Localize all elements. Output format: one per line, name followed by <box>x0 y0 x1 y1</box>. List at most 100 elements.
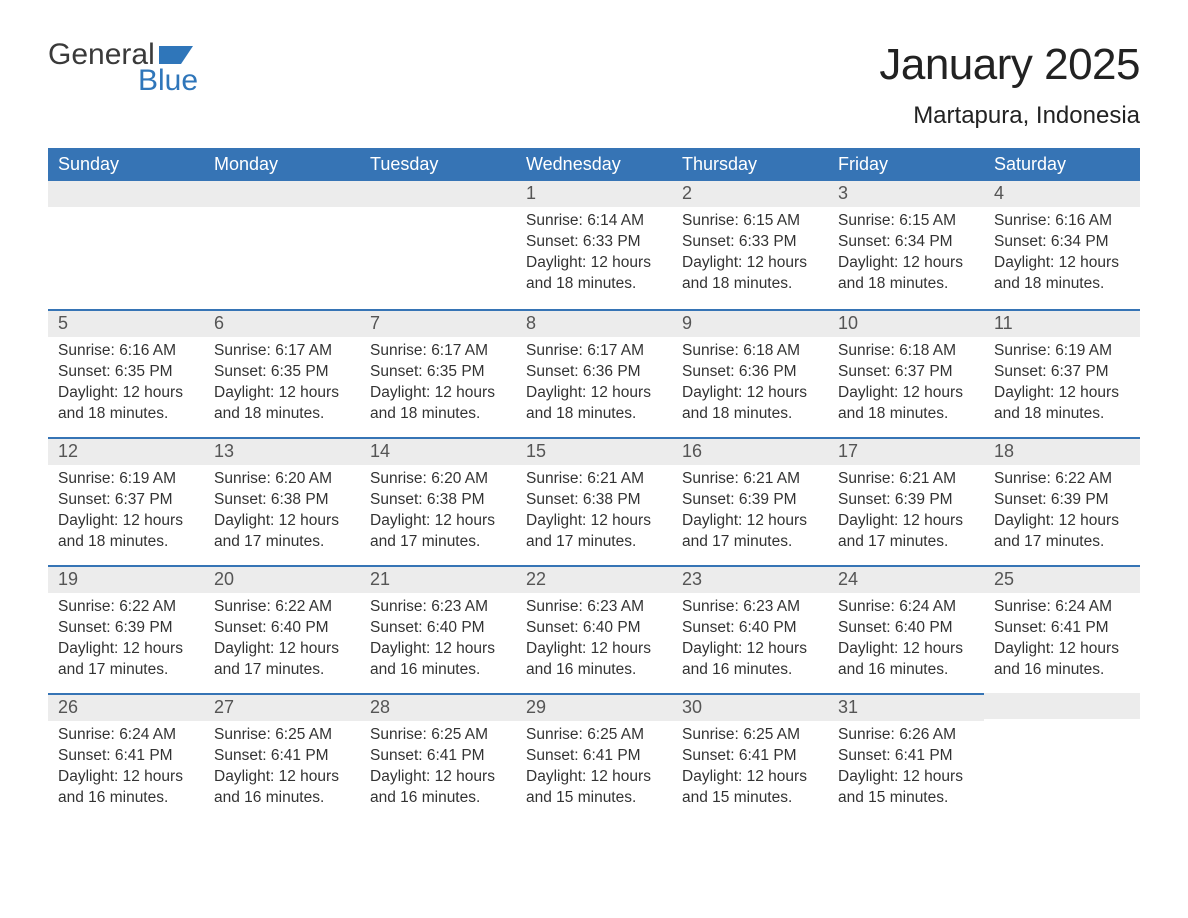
day-number: 24 <box>828 565 984 593</box>
sunset-line: Sunset: 6:33 PM <box>526 232 662 253</box>
calendar-cell: 22Sunrise: 6:23 AMSunset: 6:40 PMDayligh… <box>516 565 672 693</box>
sunset-line: Sunset: 6:41 PM <box>214 746 350 767</box>
sunset-value: 6:41 PM <box>271 747 329 764</box>
sunset-value: 6:38 PM <box>427 491 485 508</box>
sunrise-line: Sunrise: 6:18 AM <box>838 341 974 362</box>
sunset-label: Sunset: <box>994 491 1047 508</box>
day-number: 29 <box>516 693 672 721</box>
calendar-cell: 6Sunrise: 6:17 AMSunset: 6:35 PMDaylight… <box>204 309 360 437</box>
calendar-body: 1 Sunrise: 6:14 AM Sunset: 6:33 PM Daylight… <box>48 181 1140 821</box>
sunrise-label: Sunrise: <box>58 598 115 615</box>
sunset-label: Sunset: <box>838 233 891 250</box>
calendar-cell: 27Sunrise: 6:25 AMSunset: 6:41 PMDayligh… <box>204 693 360 821</box>
sunset-value: 6:37 PM <box>895 363 953 380</box>
day-details: Sunrise: 6:25 AMSunset: 6:41 PMDaylight:… <box>360 721 516 817</box>
sunrise-label: Sunrise: <box>58 470 115 487</box>
calendar-cell <box>984 693 1140 821</box>
sunset-line: Sunset: 6:41 PM <box>682 746 818 767</box>
location-subtitle: Martapura, Indonesia <box>879 102 1140 130</box>
day-number: 19 <box>48 565 204 593</box>
sunset-line: Sunset: 6:40 PM <box>370 618 506 639</box>
sunrise-value: 6:21 AM <box>587 470 644 487</box>
daylight-line: Daylight: 12 hours and 17 minutes. <box>994 511 1130 553</box>
sunrise-line: Sunrise: 6:25 AM <box>214 725 350 746</box>
sunrise-label: Sunrise: <box>526 342 583 359</box>
sunrise-label: Sunrise: <box>838 726 895 743</box>
sunset-line: Sunset: 6:38 PM <box>370 490 506 511</box>
sunrise-label: Sunrise: <box>58 342 115 359</box>
daylight-line: Daylight: 12 hours and 17 minutes. <box>682 511 818 553</box>
calendar-cell: 17Sunrise: 6:21 AMSunset: 6:39 PMDayligh… <box>828 437 984 565</box>
sunrise-line: Sunrise: 6:21 AM <box>682 469 818 490</box>
sunset-line: Sunset: 6:37 PM <box>58 490 194 511</box>
day-details: Sunrise: 6:17 AMSunset: 6:35 PMDaylight:… <box>204 337 360 433</box>
daylight-label: Daylight: <box>838 768 898 785</box>
sunrise-value: 6:20 AM <box>431 470 488 487</box>
daylight-label: Daylight: <box>682 512 742 529</box>
daylight-line: Daylight: 12 hours and 18 minutes. <box>838 253 974 295</box>
sunrise-value: 6:14 AM <box>587 212 644 229</box>
day-header: Wednesday <box>516 148 672 181</box>
calendar-week: 26Sunrise: 6:24 AMSunset: 6:41 PMDayligh… <box>48 693 1140 821</box>
sunrise-label: Sunrise: <box>214 598 271 615</box>
sunset-label: Sunset: <box>370 619 423 636</box>
sunrise-value: 6:16 AM <box>1055 212 1112 229</box>
daylight-line: Daylight: 12 hours and 16 minutes. <box>58 767 194 809</box>
sunset-label: Sunset: <box>682 233 735 250</box>
day-header: Sunday <box>48 148 204 181</box>
daylight-label: Daylight: <box>214 640 274 657</box>
day-number: 1 <box>516 181 672 207</box>
sunrise-line: Sunrise: 6:17 AM <box>526 341 662 362</box>
sunrise-value: 6:20 AM <box>275 470 332 487</box>
sunset-label: Sunset: <box>370 363 423 380</box>
day-details: Sunrise: 6:25 AMSunset: 6:41 PMDaylight:… <box>516 721 672 817</box>
day-details: Sunrise: 6:22 AMSunset: 6:39 PMDaylight:… <box>984 465 1140 561</box>
calendar-cell: 29Sunrise: 6:25 AMSunset: 6:41 PMDayligh… <box>516 693 672 821</box>
day-number: 8 <box>516 309 672 337</box>
sunrise-label: Sunrise: <box>526 726 583 743</box>
sunset-line: Sunset: 6:40 PM <box>682 618 818 639</box>
sunrise-calendar: SundayMondayTuesdayWednesdayThursdayFrid… <box>48 148 1140 821</box>
sunset-line: Sunset: 6:35 PM <box>214 362 350 383</box>
sunrise-value: 6:16 AM <box>119 342 176 359</box>
calendar-week: 19Sunrise: 6:22 AMSunset: 6:39 PMDayligh… <box>48 565 1140 693</box>
sunset-value: 6:40 PM <box>427 619 485 636</box>
sunrise-value: 6:25 AM <box>431 726 488 743</box>
calendar-cell: 12Sunrise: 6:19 AMSunset: 6:37 PMDayligh… <box>48 437 204 565</box>
sunrise-label: Sunrise: <box>682 470 739 487</box>
day-number: 22 <box>516 565 672 593</box>
day-details: Sunrise: 6:21 AMSunset: 6:39 PMDaylight:… <box>672 465 828 561</box>
day-details: Sunrise: 6:24 AMSunset: 6:41 PMDaylight:… <box>984 593 1140 689</box>
calendar-cell: 23Sunrise: 6:23 AMSunset: 6:40 PMDayligh… <box>672 565 828 693</box>
sunset-label: Sunset: <box>838 363 891 380</box>
day-details: Sunrise: 6:17 AMSunset: 6:35 PMDaylight:… <box>360 337 516 433</box>
calendar-cell: 14Sunrise: 6:20 AMSunset: 6:38 PMDayligh… <box>360 437 516 565</box>
sunrise-value: 6:18 AM <box>743 342 800 359</box>
sunset-label: Sunset: <box>994 363 1047 380</box>
sunset-label: Sunset: <box>214 363 267 380</box>
daylight-label: Daylight: <box>58 384 118 401</box>
daylight-label: Daylight: <box>214 768 274 785</box>
daylight-line: Daylight: 12 hours and 18 minutes. <box>682 383 818 425</box>
sunset-value: 6:34 PM <box>895 233 953 250</box>
sunset-label: Sunset: <box>994 619 1047 636</box>
calendar-cell <box>48 181 204 309</box>
day-number: 5 <box>48 309 204 337</box>
daylight-label: Daylight: <box>526 768 586 785</box>
sunrise-label: Sunrise: <box>682 212 739 229</box>
empty-day-bar <box>984 693 1140 719</box>
sunrise-value: 6:23 AM <box>431 598 488 615</box>
title-block: January 2025 Martapura, Indonesia <box>879 40 1140 130</box>
daylight-line: Daylight: 12 hours and 17 minutes. <box>58 639 194 681</box>
calendar-header-row: SundayMondayTuesdayWednesdayThursdayFrid… <box>48 148 1140 181</box>
calendar-cell: 16Sunrise: 6:21 AMSunset: 6:39 PMDayligh… <box>672 437 828 565</box>
empty-day-bar <box>360 181 516 207</box>
sunset-value: 6:41 PM <box>427 747 485 764</box>
sunrise-label: Sunrise: <box>214 342 271 359</box>
sunrise-value: 6:24 AM <box>119 726 176 743</box>
sunset-label: Sunset: <box>682 619 735 636</box>
day-number: 28 <box>360 693 516 721</box>
sunrise-line: Sunrise: 6:26 AM <box>838 725 974 746</box>
daylight-label: Daylight: <box>682 768 742 785</box>
day-number: 11 <box>984 309 1140 337</box>
